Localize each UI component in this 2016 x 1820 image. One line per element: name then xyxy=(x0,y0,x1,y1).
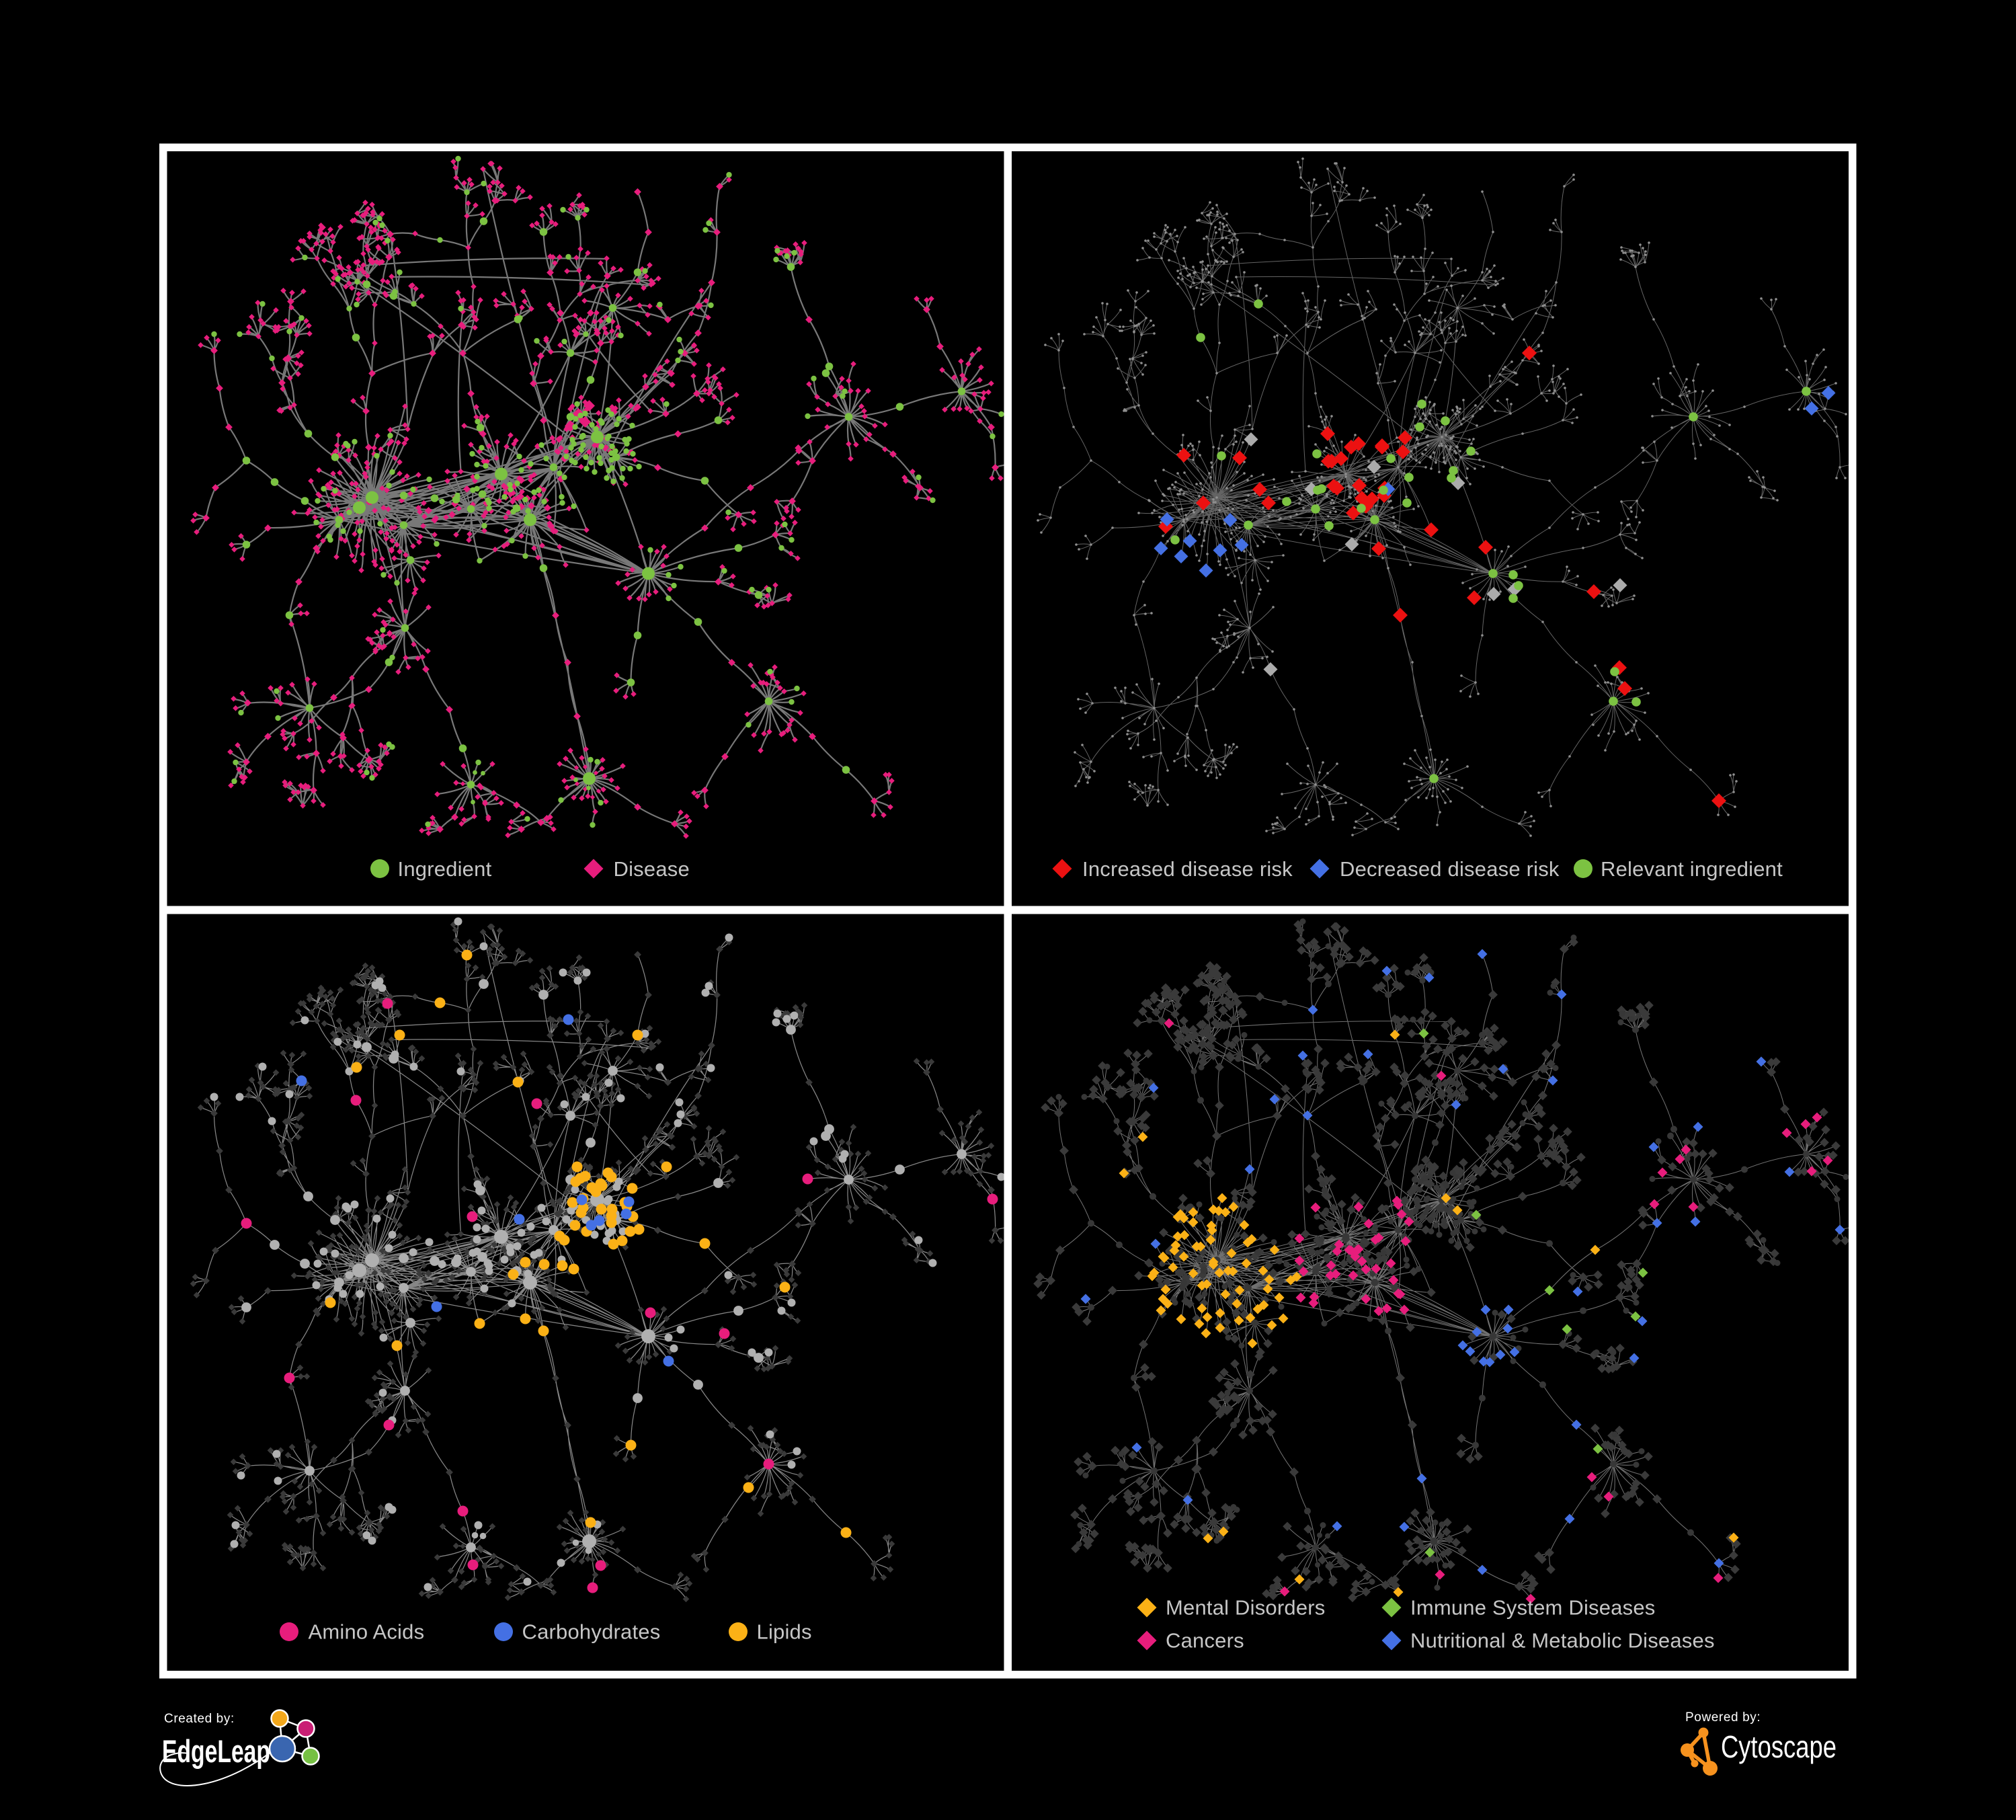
svg-text:Decreased disease risk: Decreased disease risk xyxy=(1340,857,1560,881)
svg-text:Amino Acids: Amino Acids xyxy=(309,1620,425,1644)
svg-text:Cytoscape: Cytoscape xyxy=(1721,1729,1837,1764)
svg-text:Cancers: Cancers xyxy=(1166,1629,1244,1653)
svg-text:Powered by:: Powered by: xyxy=(1685,1710,1761,1725)
svg-text:EdgeLeap: EdgeLeap xyxy=(162,1733,270,1769)
svg-text:Immune System Diseases: Immune System Diseases xyxy=(1410,1596,1655,1620)
svg-text:Disease: Disease xyxy=(614,857,690,881)
svg-text:Relevant ingredient: Relevant ingredient xyxy=(1601,857,1783,881)
svg-text:Ingredient: Ingredient xyxy=(398,857,492,881)
svg-text:Created by:: Created by: xyxy=(164,1712,235,1726)
svg-text:Carbohydrates: Carbohydrates xyxy=(522,1620,661,1644)
svg-text:Mental Disorders: Mental Disorders xyxy=(1166,1596,1326,1620)
svg-text:Increased disease risk: Increased disease risk xyxy=(1082,857,1293,881)
svg-text:Nutritional & Metabolic Diseas: Nutritional & Metabolic Diseases xyxy=(1410,1629,1715,1653)
svg-text:Lipids: Lipids xyxy=(757,1620,812,1644)
